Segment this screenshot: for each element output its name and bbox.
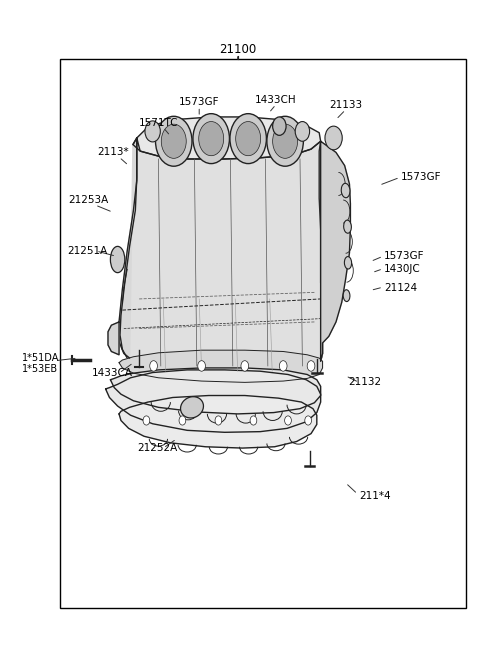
Circle shape <box>285 416 291 425</box>
Circle shape <box>250 416 257 425</box>
Circle shape <box>150 361 157 371</box>
Text: 211*4: 211*4 <box>359 491 391 501</box>
Text: 1430JC: 1430JC <box>384 264 421 275</box>
Circle shape <box>325 126 342 150</box>
Ellipse shape <box>344 220 351 233</box>
Text: 1433CA: 1433CA <box>92 368 133 378</box>
Circle shape <box>193 114 229 164</box>
Text: 1573GF: 1573GF <box>384 251 424 261</box>
Text: 1433CH: 1433CH <box>255 95 297 105</box>
Ellipse shape <box>341 183 350 198</box>
Polygon shape <box>119 350 323 382</box>
Text: 21252A: 21252A <box>137 443 178 453</box>
Circle shape <box>215 416 222 425</box>
Polygon shape <box>120 138 323 373</box>
Text: 1571TC: 1571TC <box>139 118 178 128</box>
Circle shape <box>307 361 315 371</box>
Circle shape <box>279 361 287 371</box>
Text: 21124: 21124 <box>384 283 417 293</box>
Ellipse shape <box>344 257 352 269</box>
Bar <box>60 59 466 608</box>
Circle shape <box>241 361 249 371</box>
Polygon shape <box>321 141 350 361</box>
Circle shape <box>230 114 266 164</box>
Polygon shape <box>119 138 137 358</box>
Text: 21132: 21132 <box>348 377 382 388</box>
Circle shape <box>236 122 261 156</box>
Circle shape <box>198 361 205 371</box>
Ellipse shape <box>343 290 350 302</box>
Text: 1*53EB: 1*53EB <box>22 364 58 374</box>
Circle shape <box>143 416 150 425</box>
Polygon shape <box>133 117 321 159</box>
Circle shape <box>145 121 160 142</box>
Ellipse shape <box>180 397 204 418</box>
Circle shape <box>295 122 310 141</box>
Text: 1573GF: 1573GF <box>179 97 219 107</box>
Circle shape <box>179 416 186 425</box>
Circle shape <box>305 416 312 425</box>
Circle shape <box>273 124 298 158</box>
Text: 21133: 21133 <box>329 100 362 110</box>
Circle shape <box>273 117 286 135</box>
Polygon shape <box>119 396 317 448</box>
Text: 21253A: 21253A <box>69 195 109 206</box>
Circle shape <box>156 116 192 166</box>
Circle shape <box>199 122 224 156</box>
Polygon shape <box>106 370 321 432</box>
Ellipse shape <box>110 246 125 273</box>
Text: 21100: 21100 <box>219 43 256 56</box>
Circle shape <box>161 124 186 158</box>
Polygon shape <box>108 322 119 355</box>
Text: 1*51DA: 1*51DA <box>22 353 59 363</box>
Text: 2113*: 2113* <box>97 147 129 158</box>
Polygon shape <box>110 368 321 414</box>
Text: 21251A: 21251A <box>68 246 108 256</box>
Circle shape <box>267 116 303 166</box>
Text: 1573GF: 1573GF <box>401 172 441 183</box>
